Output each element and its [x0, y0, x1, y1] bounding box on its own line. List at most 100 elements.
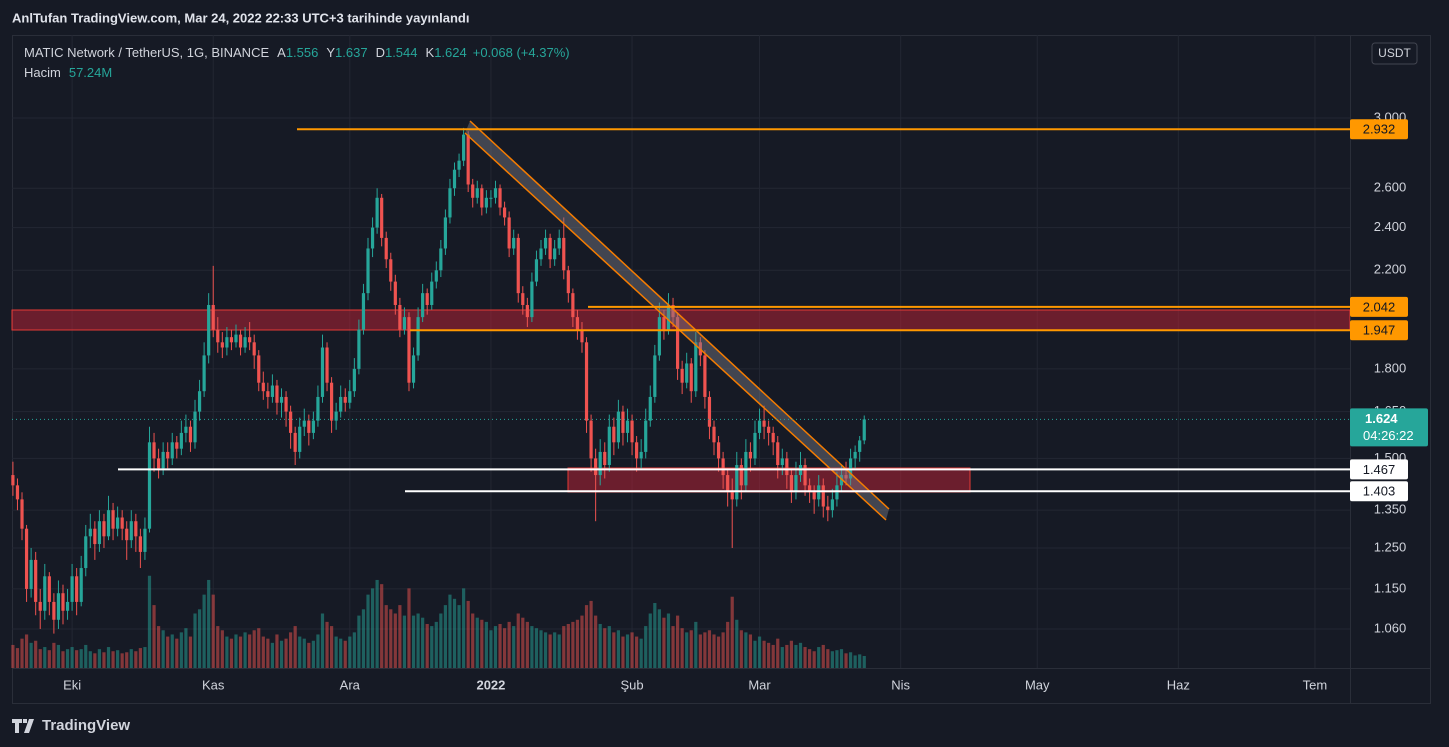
candle-body [79, 568, 83, 602]
volume-bar [512, 626, 516, 668]
x-tick-label: Haz [1167, 677, 1190, 692]
candle-body [439, 248, 443, 271]
y-tick-label: 2.200 [1374, 262, 1407, 277]
candle-body [603, 451, 607, 466]
candle-body [748, 451, 753, 459]
candle-body [525, 304, 529, 318]
volume-bar [798, 642, 803, 668]
candle-body [648, 396, 652, 421]
volume-bar [65, 649, 70, 668]
volume-bar [530, 626, 534, 668]
levels [12, 128, 1350, 493]
candle-body [512, 237, 516, 249]
ohlc-value: 1.544 [385, 45, 418, 60]
candle-body [471, 184, 475, 198]
volume-bar [134, 651, 138, 668]
volume-bar [680, 628, 684, 668]
volume-bar [156, 626, 161, 668]
volume-bar [352, 632, 356, 668]
volume-bar [630, 632, 634, 668]
candle-body [193, 411, 197, 443]
level-label-box [1350, 119, 1408, 140]
candle-body [694, 342, 698, 392]
candle-body [152, 442, 156, 459]
candle-body [138, 536, 142, 552]
x-tick-label: Tem [1303, 677, 1328, 692]
candle-body [56, 593, 61, 620]
candle-body [15, 485, 20, 500]
volume-bar [329, 626, 334, 668]
volume-bar [257, 628, 261, 668]
support-zone [567, 467, 971, 493]
level-label: 1.467 [1363, 462, 1396, 477]
volume-bar [75, 650, 79, 668]
currency[interactable]: USDT [1378, 46, 1411, 60]
last-price-label: 1.624 [1365, 411, 1398, 426]
candle-body [407, 317, 411, 383]
volume-bar [748, 634, 753, 668]
volume-bar [666, 613, 671, 668]
volume-bar [507, 621, 511, 668]
candle-body [484, 197, 488, 208]
volume-bar [106, 647, 111, 668]
y-tick-label: 1.150 [1374, 580, 1407, 595]
volume-bar [534, 628, 539, 668]
volume-bar [84, 644, 88, 668]
countdown: 04:26:22 [1363, 428, 1414, 443]
candle-body [243, 337, 247, 348]
volume-bar [635, 636, 639, 668]
volume-bar [343, 640, 347, 668]
volume-bar [844, 653, 848, 668]
candle-body [580, 329, 584, 343]
volume-bar [571, 621, 575, 668]
volume-bar [138, 648, 142, 668]
candle-body [594, 458, 598, 476]
volume-bar [612, 632, 616, 668]
volume-bar [93, 653, 97, 668]
volume-bar [111, 651, 115, 668]
volume-bar [380, 584, 384, 668]
volume-bar [52, 642, 56, 668]
candle-body [507, 217, 511, 249]
volume-bar [15, 648, 20, 668]
volume-bar [675, 615, 680, 668]
volume-bar [125, 652, 129, 668]
volume-bar [289, 632, 293, 668]
candle-body [161, 451, 165, 469]
currency-button[interactable] [1371, 42, 1418, 65]
volume-bar [389, 609, 393, 668]
candle-body [111, 510, 115, 529]
level-label-box [1350, 296, 1408, 317]
candle-body [361, 293, 366, 330]
volume-bar [184, 628, 188, 668]
volume-bar [594, 615, 598, 668]
volume-bar [61, 651, 65, 668]
candle-body [575, 317, 580, 330]
candle-body [671, 304, 675, 318]
volume-bar [102, 652, 106, 668]
candle-body [794, 475, 798, 493]
candle-body [530, 281, 534, 318]
volume-bar [307, 642, 311, 668]
volume-bar [707, 630, 712, 668]
candle-body [666, 304, 671, 330]
candle-body [70, 576, 74, 602]
volume-bar [20, 638, 24, 668]
candle-body [29, 559, 33, 589]
candle-body [817, 485, 821, 500]
candle-body [166, 451, 170, 459]
candle-body [120, 517, 124, 529]
candle-body [616, 411, 621, 443]
candle-body [675, 317, 680, 369]
volume-bar [398, 605, 402, 668]
volume-bar [266, 638, 270, 668]
candle-body [61, 593, 65, 611]
candle-body [434, 270, 438, 282]
volume-bar [598, 623, 602, 668]
volume-bar [334, 636, 338, 668]
volume-bar [739, 630, 743, 668]
volume-bar [817, 647, 821, 668]
candle-body [853, 451, 857, 459]
volume-bar [543, 632, 548, 668]
